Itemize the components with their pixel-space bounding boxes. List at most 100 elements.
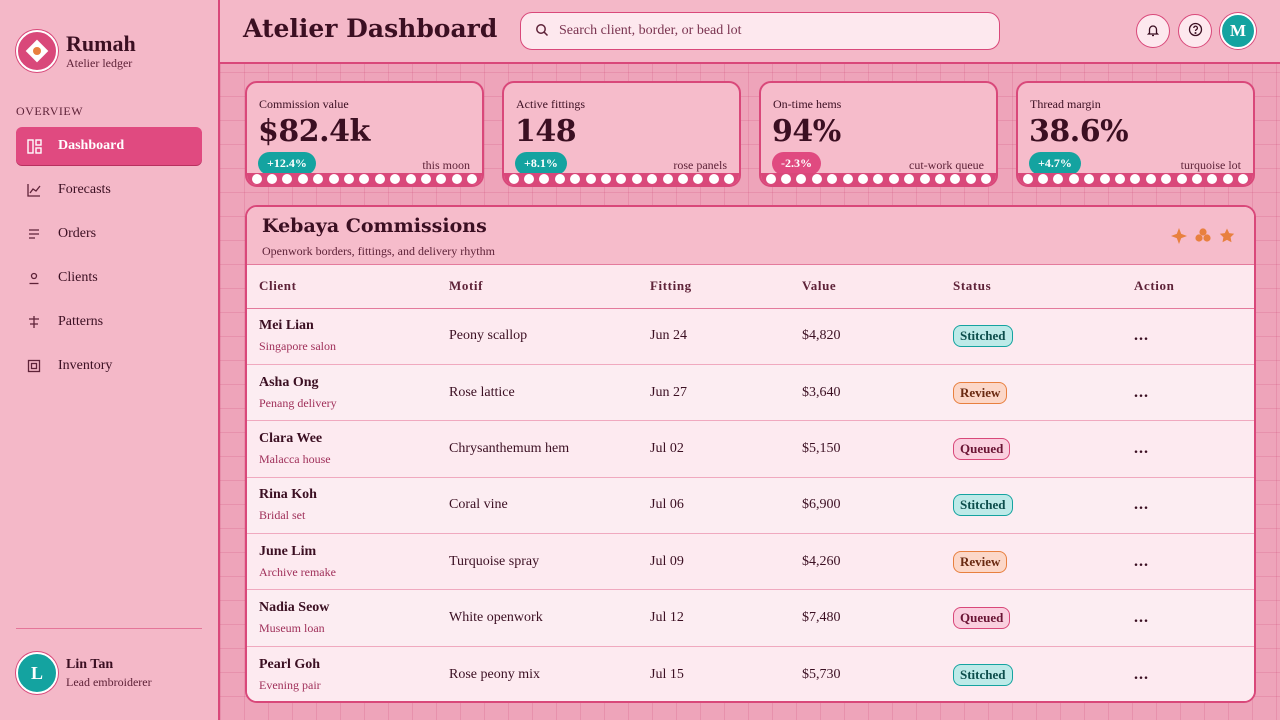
scallop-dot	[1084, 174, 1095, 184]
column-header-motif[interactable]: Motif	[449, 265, 650, 309]
table-row[interactable]: Mei Lian Singapore salon Peony scallop Ju…	[247, 308, 1254, 365]
scallop-dot	[554, 174, 565, 184]
scallop-dot	[405, 174, 416, 184]
scallop-dot	[282, 174, 293, 184]
topbar: Atelier Dashboard M	[220, 0, 1280, 64]
stat-label: Commission value	[259, 97, 349, 111]
client-name: Pearl Goh	[259, 656, 321, 672]
fitting-cell: Jul 15	[650, 646, 802, 701]
table-row[interactable]: Nadia Seow Museum loan White openwork Jul…	[247, 589, 1254, 647]
scallop-dot	[1053, 174, 1064, 184]
scallop-dot	[827, 174, 838, 184]
list-icon	[26, 226, 42, 242]
scalloped-border	[1018, 173, 1253, 185]
stat-note: cut-work queue	[909, 158, 984, 172]
row-action-button[interactable]: ...	[1134, 665, 1149, 683]
table-row[interactable]: Rina Koh Bridal set Coral vine Jul 06 $6,…	[247, 477, 1254, 535]
user-avatar-button[interactable]: M	[1220, 13, 1256, 49]
user-card[interactable]: L Lin Tan Lead embroiderer	[16, 652, 152, 694]
client-name: Rina Koh	[259, 487, 317, 503]
search-bar[interactable]	[520, 12, 1000, 50]
scallop-dot	[904, 174, 915, 184]
motif-cell: Coral vine	[449, 477, 650, 535]
stat-delta-badge: +4.7%	[1029, 152, 1081, 175]
dashboard-icon	[26, 138, 42, 154]
panel-header: Kebaya Commissions Openwork borders, fit…	[247, 207, 1254, 265]
scallop-dot	[585, 174, 596, 184]
value-cell: $5,730	[802, 646, 953, 701]
column-header-fitting[interactable]: Fitting	[650, 265, 802, 309]
status-badge: Stitched	[953, 494, 1013, 517]
stat-value: 148	[515, 114, 577, 149]
brand-name: Rumah	[66, 31, 136, 56]
table-row[interactable]: June Lim Archive remake Turquoise spray J…	[247, 533, 1254, 591]
sidebar-item-orders[interactable]: Orders	[16, 215, 202, 253]
status-badge: Review	[953, 381, 1008, 404]
fitting-cell: Jul 09	[650, 533, 802, 591]
sidebar-item-forecasts[interactable]: Forecasts	[16, 171, 202, 209]
scallop-dot	[1068, 174, 1079, 184]
notifications-button[interactable]	[1136, 14, 1170, 48]
diamond-flower-icon	[1170, 227, 1188, 249]
row-action-button[interactable]: ...	[1134, 552, 1149, 570]
row-action-button[interactable]: ...	[1134, 496, 1149, 514]
avatar: L	[16, 652, 58, 694]
row-action-button[interactable]: ...	[1134, 383, 1149, 401]
row-action-button[interactable]: ...	[1134, 439, 1149, 457]
scallop-dot	[1130, 174, 1141, 184]
scallop-dot	[765, 174, 776, 184]
scallop-dot	[981, 174, 992, 184]
table-row[interactable]: Pearl Goh Evening pair Rose peony mix Jul…	[247, 646, 1254, 701]
sidebar-item-label: Forecasts	[58, 182, 111, 197]
scallop-dot	[508, 174, 519, 184]
help-button[interactable]	[1178, 14, 1212, 48]
motif-cell: White openwork	[449, 589, 650, 647]
panel-title: Kebaya Commissions	[262, 215, 487, 237]
brand[interactable]: Rumah Atelier ledger	[16, 30, 136, 72]
commissions-table: Client Motif Fitting Value Status Action…	[247, 265, 1254, 701]
scallop-dot	[524, 174, 535, 184]
search-input[interactable]	[559, 23, 979, 39]
sidebar-item-label: Patterns	[58, 314, 104, 329]
scallop-dot	[1145, 174, 1156, 184]
scallop-dot	[344, 174, 355, 184]
fitting-cell: Jul 12	[650, 589, 802, 647]
sidebar-item-inventory[interactable]: Inventory	[16, 347, 202, 385]
client-name: Clara Wee	[259, 430, 323, 446]
user-name: Lin Tan	[66, 656, 114, 672]
column-header-client[interactable]: Client	[247, 265, 449, 309]
scallop-dot	[297, 174, 308, 184]
status-badge: Stitched	[953, 325, 1013, 348]
client-name: Asha Ong	[259, 374, 319, 390]
scallop-dot	[267, 174, 278, 184]
scallop-dot	[873, 174, 884, 184]
scallop-dot	[677, 174, 688, 184]
sidebar-item-clients[interactable]: Clients	[16, 259, 202, 297]
stat-card-active-fittings: Active fittings 148 +8.1% rose panels	[502, 81, 741, 187]
motif-cell: Rose lattice	[449, 364, 650, 422]
status-badge: Queued	[953, 607, 1011, 630]
row-action-button[interactable]: ...	[1134, 327, 1149, 345]
main-content: Atelier Dashboard M Commission value $82…	[220, 0, 1280, 720]
scallop-dot	[359, 174, 370, 184]
sidebar-item-dashboard[interactable]: Dashboard	[16, 127, 202, 165]
column-header-status[interactable]: Status	[953, 265, 1134, 309]
scallop-dot	[708, 174, 719, 184]
client-name: Nadia Seow	[259, 600, 330, 616]
stat-note: turquoise lot	[1180, 158, 1241, 172]
scallop-dot	[1099, 174, 1110, 184]
scallop-dot	[374, 174, 385, 184]
sidebar: Rumah Atelier ledger OVERVIEW Dashboard …	[0, 0, 220, 720]
row-action-button[interactable]: ...	[1134, 609, 1149, 627]
user-icon	[26, 270, 42, 286]
fitting-cell: Jun 27	[650, 364, 802, 422]
star-flower-icon	[1218, 227, 1236, 249]
stat-card-thread-margin: Thread margin 38.6% +4.7% turquoise lot	[1016, 81, 1255, 187]
scallop-dot	[436, 174, 447, 184]
clover-flower-icon	[1194, 227, 1212, 249]
sidebar-item-patterns[interactable]: Patterns	[16, 303, 202, 341]
table-row[interactable]: Asha Ong Penang delivery Rose lattice Jun…	[247, 364, 1254, 422]
table-row[interactable]: Clara Wee Malacca house Chrysanthemum hem…	[247, 420, 1254, 478]
value-cell: $4,260	[802, 533, 953, 591]
column-header-value[interactable]: Value	[802, 265, 953, 309]
